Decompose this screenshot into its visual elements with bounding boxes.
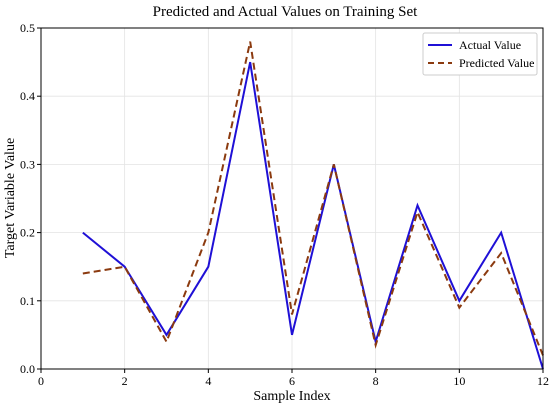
x-tick-label: 2 <box>122 374 128 388</box>
x-tick-label: 10 <box>453 374 465 388</box>
y-axis-label: Target Variable Value <box>3 138 18 258</box>
predicted-value-line <box>82 41 544 356</box>
grid-lines <box>40 27 544 370</box>
x-tick-label: 4 <box>205 374 211 388</box>
y-tick-label: 0.3 <box>20 157 35 171</box>
y-tick-label: 0.2 <box>20 226 35 240</box>
x-tick-label: 12 <box>537 374 549 388</box>
actual-value-line <box>82 61 544 370</box>
x-tick-label: 6 <box>289 374 295 388</box>
axis-ticks: 0 2 4 6 8 10 12 0.0 0.1 0.2 0.3 0.4 0.5 <box>20 21 549 388</box>
x-tick-label: 8 <box>373 374 379 388</box>
x-axis-label: Sample Index <box>253 389 330 404</box>
y-tick-label: 0.5 <box>20 21 35 35</box>
y-tick-label: 0.1 <box>20 294 35 308</box>
y-tick-label: 0.0 <box>20 362 35 376</box>
legend-label-predicted: Predicted Value <box>459 56 534 70</box>
series-lines <box>82 41 544 370</box>
x-tick-label: 0 <box>38 374 44 388</box>
y-tick-label: 0.4 <box>20 89 35 103</box>
legend-box <box>422 32 538 76</box>
legend-label-actual: Actual Value <box>459 38 521 52</box>
legend: Actual Value Predicted Value <box>422 32 538 76</box>
chart-title: Predicted and Actual Values on Training … <box>153 4 419 20</box>
